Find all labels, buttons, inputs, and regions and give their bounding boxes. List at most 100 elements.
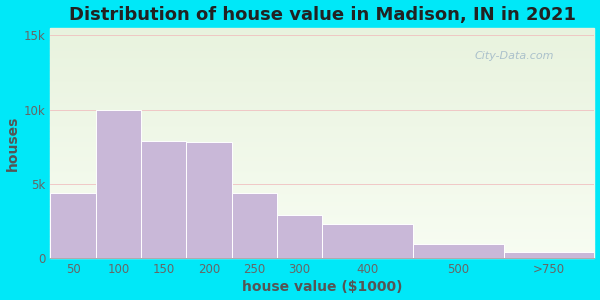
Bar [50,157,595,158]
Bar [50,73,595,74]
Bar [50,97,595,98]
Bar [50,251,595,253]
Bar [50,256,595,257]
Bar [50,204,595,206]
Bar [50,160,595,162]
Bar [50,250,595,251]
Bar [50,125,595,126]
Bar [50,172,595,173]
Bar [50,239,595,240]
Bar [50,65,595,66]
Bar [50,166,595,167]
Bar [50,149,595,150]
Bar [50,83,595,84]
Bar [50,36,595,37]
Bar [50,129,595,130]
Bar [50,158,595,159]
Bar [50,139,595,140]
Bar [50,53,595,54]
Bar [50,255,595,256]
Bar [50,30,595,31]
Bar [50,111,595,112]
Bar [50,54,595,56]
Bar [50,91,595,92]
Bar [50,52,595,53]
Bar [50,80,595,81]
Bar [50,88,595,89]
Bar [50,103,595,104]
Bar [50,110,595,111]
Bar [50,164,595,165]
Bar [50,209,595,210]
Bar [50,136,595,137]
Bar [50,74,595,75]
Bar [50,208,595,209]
Bar [50,224,595,225]
Bar [50,66,595,67]
Bar [50,177,595,178]
Bar [50,128,595,129]
Bar [50,234,595,236]
Bar [50,77,595,79]
Bar [50,28,595,29]
Bar [50,76,595,77]
Bar [50,140,595,141]
Bar [50,199,595,200]
Bar [50,50,595,51]
Bar [50,151,595,152]
Bar [50,152,595,154]
Bar [50,137,595,139]
Bar [50,114,595,116]
Bar [50,193,95,258]
Bar [50,116,595,117]
Y-axis label: houses: houses [5,116,20,171]
Bar [50,159,595,160]
Bar [187,142,232,258]
Bar [50,230,595,231]
Bar [50,233,595,234]
Bar [50,96,595,97]
Bar [50,184,595,186]
Bar [50,31,595,32]
Bar [50,64,595,65]
Bar [50,169,595,170]
Bar [50,92,595,94]
Bar [50,69,595,70]
Bar [50,56,595,57]
Bar [50,62,595,64]
Bar [50,214,595,216]
Bar [50,226,595,227]
Bar [50,180,595,181]
Bar [50,179,595,180]
Bar [50,94,595,95]
Bar [50,75,595,76]
Bar [50,49,595,50]
Bar [50,178,595,179]
Bar [50,187,595,188]
Bar [50,154,595,155]
Bar [50,243,595,244]
Bar [277,215,322,258]
Bar [50,173,595,174]
Bar [50,163,595,164]
Bar [50,105,595,106]
Bar [50,241,595,242]
Bar [50,45,595,46]
Bar [50,143,595,144]
Bar [50,118,595,119]
Bar [50,193,595,194]
Bar [50,95,595,96]
Bar [50,109,595,110]
Bar [50,43,595,44]
Bar [50,100,595,102]
Bar [50,156,595,157]
Bar [50,201,595,202]
Bar [50,39,595,41]
Text: City-Data.com: City-Data.com [475,51,554,61]
Bar [50,217,595,218]
Bar [50,142,595,143]
Bar [50,67,595,68]
Bar [50,238,595,239]
Bar [50,257,595,258]
Bar [50,195,595,196]
